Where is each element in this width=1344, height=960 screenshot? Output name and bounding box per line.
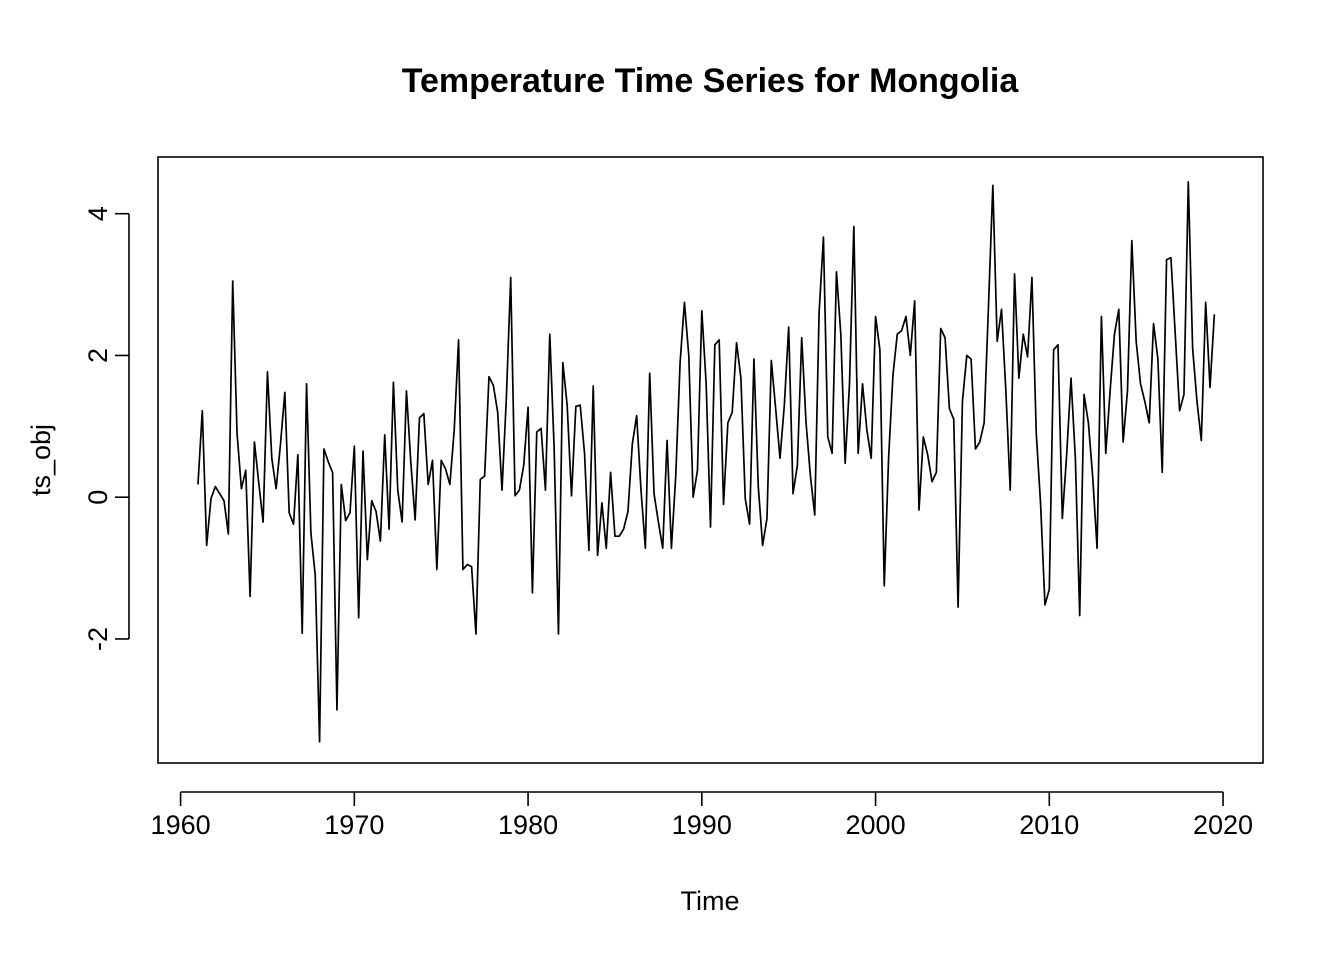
x-tick-label: 2010 [1019,810,1079,840]
x-tick-label: 1980 [498,810,558,840]
x-axis-label: Time [681,886,740,916]
series-line-ts-obj [197,180,1216,743]
x-tick-label: 2020 [1193,810,1253,840]
y-tick-label: -2 [83,627,113,651]
y-tick-label: 4 [83,206,113,221]
x-axis: 1960 1970 1980 1990 2000 2010 2020 [151,791,1253,840]
x-tick-label: 2000 [846,810,906,840]
chart-title: Temperature Time Series for Mongolia [402,62,1020,100]
plot-frame [157,156,1264,764]
y-axis: -2 0 2 4 [83,206,130,651]
x-tick-label: 1990 [672,810,732,840]
x-tick-label: 1970 [324,810,384,840]
y-axis-label: ts_obj [26,424,56,496]
y-tick-label: 0 [83,490,113,505]
x-tick-label: 1960 [151,810,211,840]
y-tick-label: 2 [83,348,113,363]
